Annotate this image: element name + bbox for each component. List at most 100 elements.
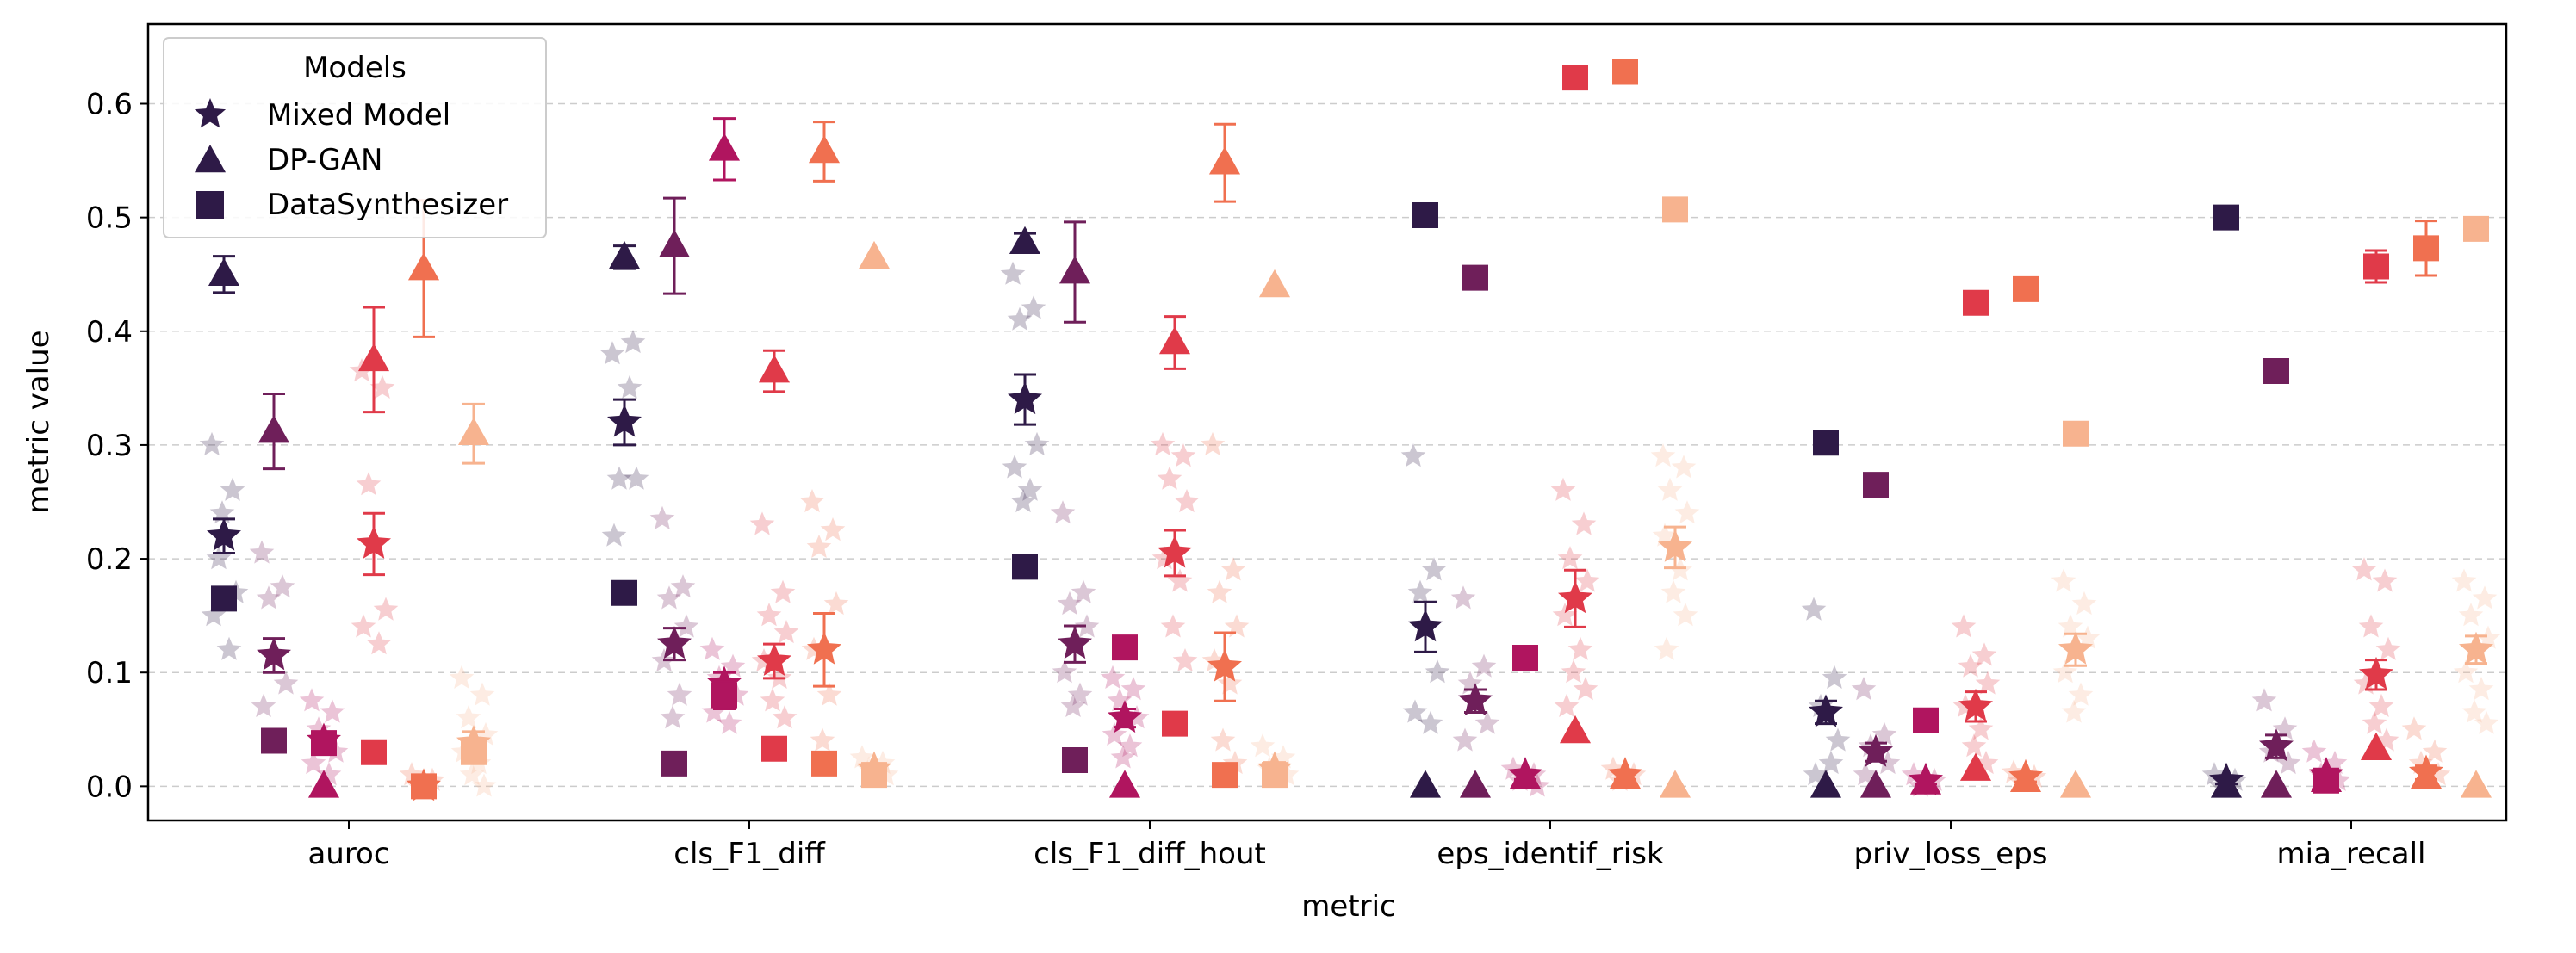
datasynthesizer-point (711, 682, 737, 709)
scatter-point (373, 597, 399, 621)
legend-entry-datasynthesizer: DataSynthesizer (196, 188, 508, 222)
scatter-point (2475, 625, 2501, 649)
scatter-point (1975, 671, 2001, 695)
scatter-point (1052, 659, 1077, 684)
mixed-model-point (1809, 694, 1843, 727)
scatter-point (320, 699, 345, 723)
dp-gan-point (1258, 269, 1291, 298)
datasynthesizer-point (261, 727, 287, 754)
datasynthesizer-point (861, 762, 887, 789)
scatter-point (1425, 659, 1450, 684)
scatter-point (2474, 710, 2499, 734)
scatter-point (1673, 603, 1698, 627)
dp-gan-point (2360, 732, 2393, 761)
scatter-point (2061, 699, 2087, 723)
scatter-point (2458, 603, 2484, 627)
scatter-point (1207, 579, 1232, 603)
scatter-point (2358, 614, 2384, 638)
datasynthesizer-point (1462, 264, 1488, 291)
y-axis-title: metric value (22, 330, 56, 513)
scatter-point (1117, 733, 1143, 758)
dp-gan-point (1009, 226, 1041, 255)
scatter-point (1671, 455, 1697, 479)
scatter-point (1554, 693, 1580, 717)
scatter-point (656, 585, 682, 610)
mixed-model-point (207, 517, 241, 551)
datasynthesizer-point (1162, 710, 1188, 737)
scatter-point (606, 466, 632, 490)
scatter-point (2468, 677, 2494, 701)
datasynthesizer-point (311, 730, 337, 757)
datasynthesizer-point (661, 750, 687, 777)
scatter-point (270, 574, 295, 598)
scatter-point (1567, 636, 1593, 660)
dp-gan-point (2009, 764, 2042, 793)
scatter-point (2422, 739, 2448, 763)
x-tick-label: priv_loss_eps (1853, 837, 2047, 871)
dp-gan-point (1659, 770, 1691, 798)
dp-gan-point (1158, 326, 1191, 355)
scatter-point (1452, 727, 1478, 752)
mixed-model-point (2459, 631, 2493, 665)
datasynthesizer-point (1863, 472, 1889, 498)
scatter-point (749, 511, 775, 535)
mixed-model-point (1658, 529, 1692, 562)
scatter-point (1958, 653, 1983, 678)
plot-frame (146, 22, 2508, 822)
mixed-model-point (757, 643, 791, 676)
scatter-point (1402, 699, 1428, 723)
scatter-point (1674, 500, 1700, 524)
y-tick-label: 0.1 (86, 656, 133, 690)
dp-gan-point (708, 133, 741, 161)
scatter-point (770, 579, 796, 603)
scatter-point (820, 517, 846, 541)
mixed-model-point (357, 525, 391, 559)
dp-gan-point (1409, 770, 1442, 798)
scatter-point (469, 682, 495, 706)
scatter-point (1172, 648, 1198, 672)
scatter-point (1067, 682, 1093, 706)
legend-entry-mixed-model: Mixed Model (194, 98, 450, 133)
scatter-point (2058, 614, 2083, 638)
mixed-model-point (2359, 656, 2393, 690)
scatter-point (2075, 625, 2101, 649)
datasynthesizer-point (2413, 235, 2439, 262)
scatter-point (1400, 443, 1426, 467)
scatter-point (1871, 721, 1897, 746)
scatter-point (624, 466, 649, 490)
datasynthesizer-point (2263, 358, 2289, 385)
square-marker-icon (196, 191, 224, 219)
scatter-point (299, 688, 325, 712)
scatter-point (601, 523, 627, 547)
x-tick-label: auroc (307, 837, 389, 871)
y-tick-label: 0.3 (86, 429, 133, 463)
scatter-point (1557, 546, 1583, 570)
datasynthesizer-point (411, 773, 437, 800)
scatter-point (2071, 591, 2097, 616)
datasynthesizer-point (461, 739, 487, 765)
scatter-point (1250, 733, 1276, 758)
scatter-point (2451, 568, 2477, 592)
datasynthesizer-point (811, 750, 837, 777)
dp-gan-point (1509, 760, 1542, 789)
scatter-point (2453, 659, 2479, 684)
y-axis: 0.0 0.1 0.2 0.3 0.4 0.5 0.6 (86, 88, 148, 804)
scatter-point (1421, 557, 1447, 581)
datasynthesizer-point (1212, 762, 1238, 789)
dp-gan-point (1959, 752, 1992, 781)
scatter-point (1120, 677, 1146, 701)
scatter-point (456, 705, 481, 729)
dp-gan-point (2460, 770, 2492, 798)
scatter-point (1471, 653, 1497, 678)
scatter-point (1210, 727, 1236, 752)
scatter-point (1074, 614, 1100, 638)
legend-label: DataSynthesizer (267, 188, 508, 222)
dp-gan-point (307, 770, 340, 798)
mixed-model-point (2259, 728, 2294, 762)
datasynthesizer-point (2013, 275, 2039, 302)
legend-label: DP-GAN (267, 143, 383, 177)
dp-gan-point (208, 257, 240, 287)
scatter-point (667, 682, 692, 706)
scatter-point (206, 546, 232, 570)
